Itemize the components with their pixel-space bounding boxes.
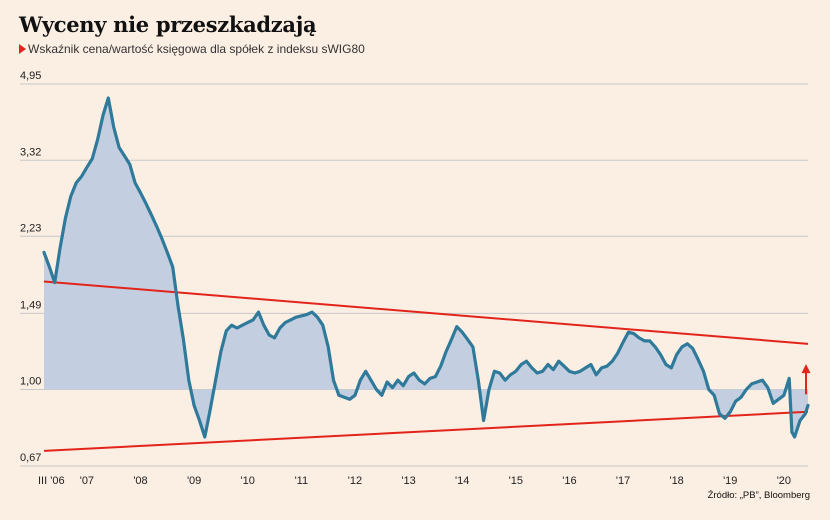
source-note: Źródło: „PB”, Bloomberg [707,490,810,501]
x-tick-label: '16 [562,475,576,487]
x-tick-label: '14 [455,475,469,487]
arrow-head [801,364,811,374]
y-tick-label: 2,23 [20,222,41,234]
x-tick-label: '10 [241,475,255,487]
x-tick-label: '11 [295,475,309,487]
x-tick-label: '08 [133,475,147,487]
x-tick-label: '07 [80,475,94,487]
y-axis: 0,67 1,00 1,49 2,23 3,32 4,95 [20,70,41,464]
x-tick-label: '13 [401,475,415,487]
x-tick-label: '20 [777,475,791,487]
area-fill [44,98,808,437]
subtitle-text: Wskaźnik cena/wartość księgowa dla spółe… [28,42,365,56]
x-tick-label: '12 [348,475,362,487]
trend-line [43,410,809,452]
x-tick-label: '15 [509,475,523,487]
x-tick-label: '09 [187,475,201,487]
subtitle-marker-icon [19,44,26,54]
y-tick-label: 1,00 [20,376,41,388]
y-tick-label: 0,67 [20,452,41,464]
y-tick-label: 3,32 [20,146,41,158]
x-tick-label: III '06 [38,475,65,487]
trend-line [43,280,809,345]
grid-lines [20,83,808,467]
x-tick-label: '17 [616,475,630,487]
chart-title: Wyceny nie przeszkadzają [19,12,317,37]
x-tick-label: '19 [723,475,737,487]
trend-lines [43,280,809,452]
chart-subtitle: Wskaźnik cena/wartość księgowa dla spółe… [19,42,365,56]
x-tick-label: '18 [669,475,683,487]
y-tick-label: 1,49 [20,299,41,311]
x-axis: III '06 '07 '08 '09 '10 '11 '12 '13 '14 '15 '16 '17… [38,475,791,487]
series-line [42,96,810,439]
y-tick-label: 4,95 [20,70,41,82]
arrow-up-icon [801,364,811,395]
